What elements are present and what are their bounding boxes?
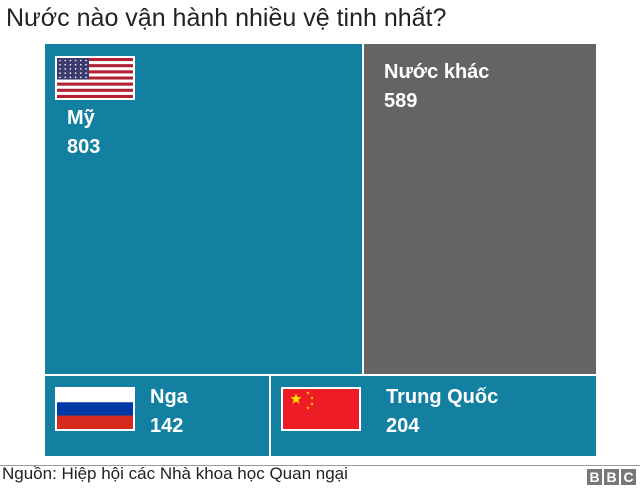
footer-divider [0,465,640,466]
chart-title: Nước nào vận hành nhiều vệ tinh nhất? [6,4,447,32]
treemap-tile: Nga 142 [45,376,269,456]
tile-value: 142 [150,415,184,437]
tile-label: Nước khác [384,61,490,83]
tile-label: Mỹ [67,107,95,129]
tile-label-group: Mỹ 803 [67,104,100,162]
bbc-logo-letter: C [621,469,636,485]
tile-label-group: Trung Quốc 204 [386,383,498,441]
tile-value: 803 [67,136,101,158]
treemap-tile: Nước khác 589 [364,44,596,374]
source-note: Nguồn: Hiệp hội các Nhà khoa học Quan ng… [2,464,348,483]
bbc-logo-letter: B [587,469,602,485]
tile-label: Trung Quốc [386,386,499,408]
tile-label: Nga [150,386,188,408]
china-flag-icon [281,387,361,431]
us-flag-icon [55,56,135,100]
tile-label-group: Nga 142 [150,383,188,441]
tile-value: 589 [384,90,418,112]
treemap-tile: Trung Quốc 204 [271,376,596,456]
treemap-tile: Mỹ 803 [45,44,362,374]
bbc-logo: B B C [587,469,636,485]
russia-flag-icon [55,387,135,431]
tile-value: 204 [386,415,420,437]
tile-label-group: Nước khác 589 [384,58,489,116]
bbc-logo-letter: B [604,469,619,485]
